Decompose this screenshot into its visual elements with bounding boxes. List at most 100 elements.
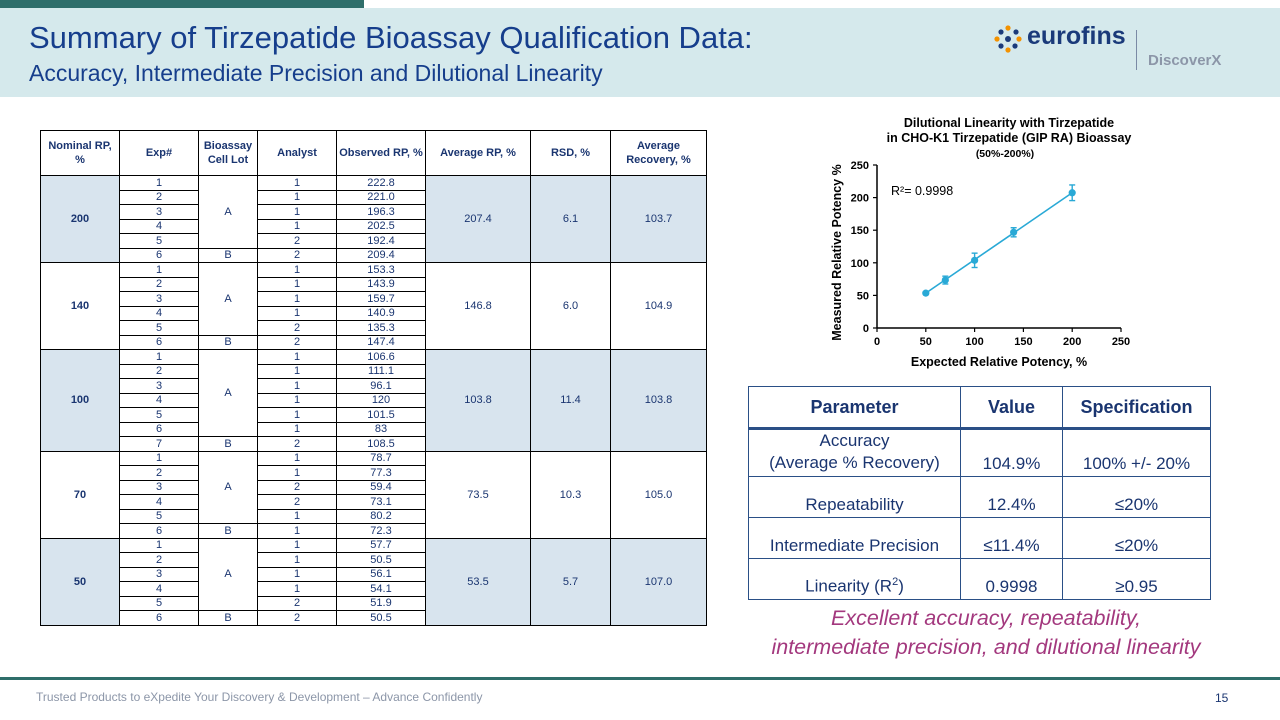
intermediate-precision-spec: ≤20%	[1062, 517, 1211, 559]
analyst-cell: 2	[257, 334, 337, 350]
dilutional-linearity-chart: Dilutional Linearity with Tirzepatidein …	[830, 116, 1131, 369]
analyst-cell: 1	[257, 421, 337, 437]
repeatability-label: Repeatability	[748, 476, 961, 518]
observed-rp-cell: 192.4	[336, 233, 426, 249]
x-tick-label: 100	[965, 336, 983, 348]
analyst-cell: 1	[257, 450, 337, 466]
column-header: Average Recovery, %	[610, 130, 707, 176]
y-axis-label: Measured Relative Potency %	[830, 164, 844, 340]
column-header: Average RP, %	[425, 130, 531, 176]
analyst-cell: 1	[257, 566, 337, 582]
column-header: RSD, %	[530, 130, 611, 176]
top-accent-bar	[0, 0, 364, 8]
analyst-cell: 1	[257, 262, 337, 278]
slide-subtitle: Accuracy, Intermediate Precision and Dil…	[29, 60, 603, 86]
table-row: 4 2 73.1	[41, 494, 707, 510]
accuracy-label-line1: Accuracy	[819, 431, 890, 450]
nominal-rp-cell: 140	[40, 262, 120, 350]
repeatability-spec: ≤20%	[1062, 476, 1211, 518]
intermediate-precision-row: Intermediate Precision ≤11.4% ≤20%	[748, 517, 1211, 559]
analyst-cell: 1	[257, 378, 337, 394]
analyst-cell: 1	[257, 407, 337, 423]
nominal-rp-cell: 50	[40, 537, 120, 626]
table-row: 5 2 192.4	[41, 233, 707, 249]
linearity-spec: ≥0.95	[1062, 558, 1211, 600]
exp-cell: 3	[119, 378, 199, 394]
cell-lot-cell: B	[198, 523, 258, 539]
analyst-cell: 1	[257, 204, 337, 220]
exp-cell: 6	[119, 523, 199, 539]
observed-rp-cell: 77.3	[336, 465, 426, 481]
exp-cell: 7	[119, 436, 199, 452]
exp-cell: 3	[119, 479, 199, 495]
observed-rp-cell: 51.9	[336, 595, 426, 611]
observed-rp-cell: 221.0	[336, 189, 426, 205]
analyst-cell: 2	[257, 479, 337, 495]
analyst-cell: 1	[257, 392, 337, 408]
observed-rp-cell: 96.1	[336, 378, 426, 394]
exp-cell: 1	[119, 262, 199, 278]
exp-cell: 3	[119, 291, 199, 307]
exp-cell: 1	[119, 175, 199, 191]
exp-cell: 4	[119, 494, 199, 510]
exp-cell: 5	[119, 407, 199, 423]
table-row: 6 1 83	[41, 421, 707, 437]
average-rp-cell: 103.8	[425, 349, 531, 452]
cell-lot-cell: B	[198, 610, 258, 626]
exp-cell: 1	[119, 537, 199, 553]
rsd-cell: 5.7	[530, 537, 611, 626]
exp-cell: 6	[119, 421, 199, 437]
linearity-label-sup: 2	[892, 576, 899, 589]
eurofins-logo: eurofins DiscoverX	[993, 22, 1223, 74]
observed-rp-cell: 108.5	[336, 436, 426, 452]
value-header: Value	[960, 386, 1063, 430]
linearity-value: 0.9998	[960, 558, 1063, 600]
analyst-cell: 1	[257, 218, 337, 234]
rsd-cell: 6.1	[530, 175, 611, 263]
analyst-cell: 1	[257, 175, 337, 191]
table-row: 5 1 80.2	[41, 508, 707, 524]
table-row: 3 1 196.3	[41, 204, 707, 220]
y-tick-label: 150	[851, 225, 869, 237]
column-header: Bioassay Cell Lot	[198, 130, 258, 176]
table-row: 2 1 77.3	[41, 465, 707, 481]
conclusion-line1: Excellent accuracy, repeatability,	[831, 606, 1141, 630]
exp-cell: 4	[119, 218, 199, 234]
table-body: 200 1 A 1 222.8 207.4 6.1 103.7 2 1 221.0 3 1 196.3 4 1…	[40, 175, 707, 626]
table-row: 2 1 111.1	[41, 363, 707, 379]
x-tick-label: 250	[1112, 336, 1130, 348]
data-point	[941, 276, 949, 284]
chart-title-line1: Dilutional Linearity with Tirzepatide	[904, 116, 1114, 130]
cell-lot-cell: B	[198, 334, 258, 350]
table-row: 2 1 221.0	[41, 189, 707, 205]
accuracy-value: 104.9%	[960, 428, 1063, 477]
analyst-cell: 1	[257, 537, 337, 553]
parameter-header: Parameter	[748, 386, 961, 430]
average-recovery-cell: 107.0	[610, 537, 707, 626]
observed-rp-cell: 83	[336, 421, 426, 437]
footer-line	[0, 677, 1280, 680]
analyst-cell: 1	[257, 552, 337, 568]
linearity-label-close: )	[898, 577, 904, 596]
slide-title: Summary of Tirzepatide Bioassay Qualific…	[29, 20, 753, 55]
repeatability-row: Repeatability 12.4% ≤20%	[748, 476, 1211, 518]
observed-rp-cell: 143.9	[336, 276, 426, 292]
table-row: 3 1 159.7	[41, 291, 707, 307]
exp-cell: 1	[119, 349, 199, 365]
exp-cell: 5	[119, 508, 199, 524]
cell-lot-cell: A	[198, 537, 258, 611]
y-tick-label: 250	[851, 160, 869, 172]
exp-cell: 3	[119, 204, 199, 220]
linearity-row: Linearity (R2) 0.9998 ≥0.95	[748, 558, 1211, 600]
observed-rp-cell: 106.6	[336, 349, 426, 365]
x-tick-label: 200	[1063, 336, 1081, 348]
linearity-label-text: Linearity (R	[805, 577, 893, 596]
average-rp-cell: 53.5	[425, 537, 531, 626]
observed-rp-cell: 135.3	[336, 320, 426, 336]
fit-line	[925, 192, 1073, 294]
observed-rp-cell: 147.4	[336, 334, 426, 350]
column-header: Analyst	[257, 130, 337, 176]
observed-rp-cell: 101.5	[336, 407, 426, 423]
observed-rp-cell: 159.7	[336, 291, 426, 307]
table-row: 200 1 A 1 222.8 207.4 6.1 103.7	[40, 175, 707, 263]
